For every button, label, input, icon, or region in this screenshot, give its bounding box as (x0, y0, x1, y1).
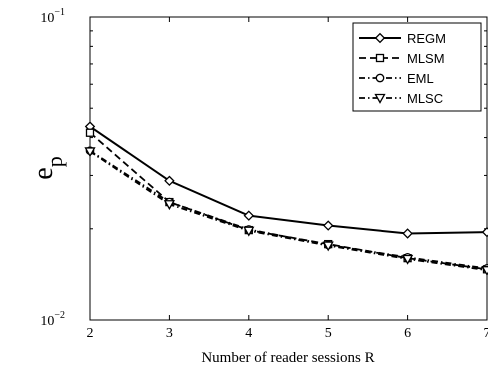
legend-label: REGM (407, 31, 446, 46)
legend-items: REGM MLSM EML MLSC (359, 31, 446, 106)
data-point (481, 266, 488, 277)
data-point (401, 254, 414, 265)
x-tick-label: 7 (484, 326, 488, 341)
x-tick-label: 5 (325, 326, 332, 341)
y-axis-label: ep (28, 156, 67, 179)
data-point (163, 200, 176, 211)
data-point (375, 53, 385, 63)
data-point (85, 128, 95, 137)
legend-item-mlsc: MLSC (359, 91, 443, 106)
data-point (243, 210, 255, 221)
x-tick-label: 2 (87, 326, 94, 341)
series-mlsc (84, 147, 488, 277)
x-tick-label: 4 (245, 326, 252, 341)
x-tick-label: 3 (166, 326, 173, 341)
data-point (402, 228, 413, 239)
legend-item-regm: REGM (359, 31, 446, 46)
series-line (89, 150, 488, 272)
y-tick-label-exponent: −2 (54, 310, 65, 321)
data-point (374, 93, 386, 104)
x-axis-label: Number of reader sessions R (201, 350, 374, 366)
data-point (84, 147, 96, 158)
legend: REGM MLSM EML MLSC (352, 22, 482, 112)
data-point (481, 226, 488, 238)
series-layer (84, 121, 488, 277)
data-point (322, 241, 334, 252)
data-point (164, 175, 175, 187)
legend-item-eml: EML (359, 71, 434, 86)
y-tick-label: 10−2 (40, 310, 65, 329)
data-point (322, 220, 334, 231)
y-tick-label-base: 10 (40, 314, 54, 329)
axis-ticks: 2 3 4 5 6 710−110−2 (40, 7, 488, 341)
legend-item-mlsm: MLSM (359, 51, 445, 66)
y-tick-label-exponent: −1 (54, 7, 65, 18)
y-tick-label-base: 10 (40, 11, 54, 26)
data-point (375, 73, 385, 83)
legend-label: MLSC (407, 91, 443, 106)
legend-label: MLSM (407, 51, 445, 66)
data-point (243, 226, 255, 237)
y-tick-label: 10−1 (40, 7, 65, 26)
y-axis-label-sub: p (42, 156, 67, 167)
y-axis-label-main: e (28, 167, 59, 179)
series-line (89, 125, 488, 235)
series-line (89, 149, 488, 270)
legend-label: EML (407, 71, 434, 86)
x-tick-label: 6 (404, 326, 411, 341)
data-point (374, 32, 386, 44)
